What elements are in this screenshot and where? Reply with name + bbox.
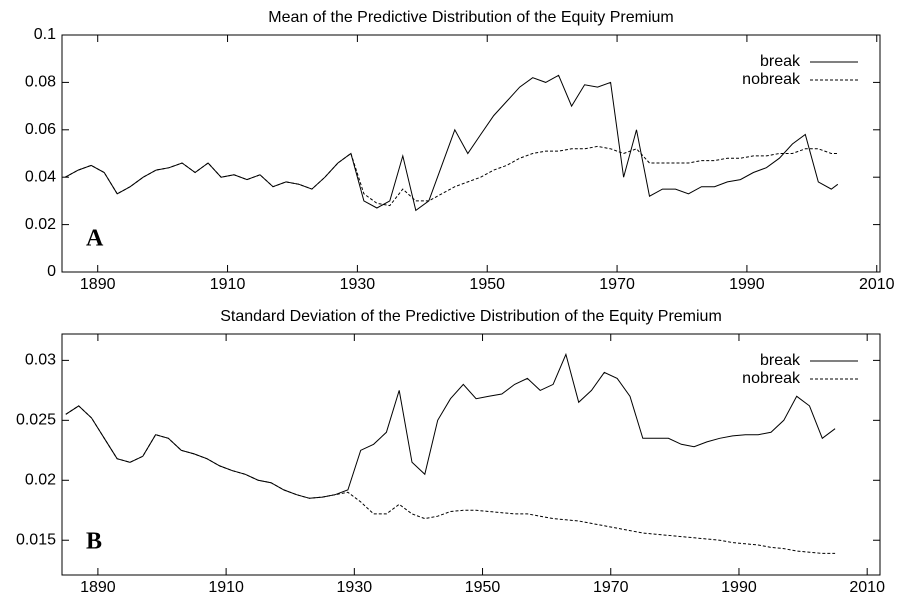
legend-label: break xyxy=(760,352,801,369)
x-tick-label: 1930 xyxy=(340,276,376,293)
x-tick-label: 1950 xyxy=(465,579,501,596)
x-tick-label: 1930 xyxy=(337,579,373,596)
y-tick-label: 0.03 xyxy=(25,352,56,369)
x-tick-label: 1890 xyxy=(80,276,116,293)
series-line xyxy=(64,145,838,207)
x-tick-label: 1990 xyxy=(729,276,765,293)
chart-title: Mean of the Predictive Distribution of t… xyxy=(268,9,674,26)
y-tick-label: 0.025 xyxy=(16,412,56,429)
x-tick-label: 1910 xyxy=(210,276,246,293)
legend-label: nobreak xyxy=(742,370,801,387)
x-tick-label: 1890 xyxy=(80,579,116,596)
panel-label: A xyxy=(86,226,104,252)
series-line xyxy=(65,405,836,554)
chart-title: Standard Deviation of the Predictive Dis… xyxy=(220,308,722,325)
y-tick-label: 0.02 xyxy=(25,216,56,233)
x-tick-label: 2010 xyxy=(859,276,895,293)
x-tick-label: 1970 xyxy=(593,579,629,596)
plot-frame xyxy=(61,34,881,273)
x-tick-label: 1910 xyxy=(208,579,244,596)
y-tick-label: 0.08 xyxy=(25,74,56,91)
legend-label: nobreak xyxy=(742,71,801,88)
y-tick-label: 0.015 xyxy=(16,531,56,548)
series-line xyxy=(64,74,839,212)
x-tick-label: 2010 xyxy=(849,579,885,596)
y-tick-label: 0 xyxy=(47,263,56,280)
plot-frame xyxy=(61,333,881,576)
panel-label: B xyxy=(86,529,102,555)
y-tick-label: 0.1 xyxy=(34,26,56,43)
x-tick-label: 1950 xyxy=(469,276,505,293)
x-tick-label: 1970 xyxy=(599,276,635,293)
legend-label: break xyxy=(760,53,801,70)
y-tick-label: 0.06 xyxy=(25,121,56,138)
x-tick-label: 1990 xyxy=(721,579,757,596)
y-tick-label: 0.04 xyxy=(25,168,56,185)
series-line xyxy=(65,352,836,499)
y-tick-label: 0.02 xyxy=(25,471,56,488)
